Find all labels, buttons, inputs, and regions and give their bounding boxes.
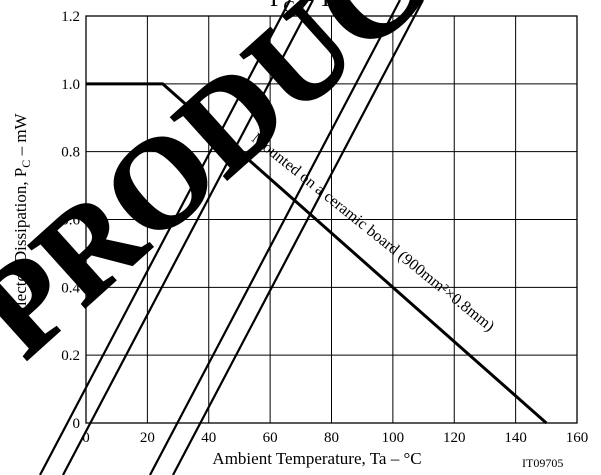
grid xyxy=(85,15,578,424)
title-rest: – Ta xyxy=(295,0,343,12)
x-tick-label: 60 xyxy=(263,430,278,446)
x-tick-labels: 0 20 40 60 80 100 120 140 160 xyxy=(82,430,588,446)
ylabel-subscript: C xyxy=(19,160,33,168)
x-tick-label: 40 xyxy=(201,430,216,446)
x-tick-label: 100 xyxy=(382,430,405,446)
y-axis-label: Collector Dissipation, PC – mW xyxy=(11,112,33,330)
figure-code: IT09705 xyxy=(522,456,563,470)
y-tick-label: 1.0 xyxy=(61,77,80,93)
y-tick-labels: 0 0.2 0.4 0.6 0.8 1.0 1.2 xyxy=(61,9,80,432)
x-axis-label: Ambient Temperature, Ta – °C xyxy=(212,449,421,468)
x-tick-label: 80 xyxy=(324,430,339,446)
x-tick-label: 140 xyxy=(504,430,527,446)
y-tick-label: 0 xyxy=(73,416,81,432)
y-tick-label: 1.2 xyxy=(61,9,80,25)
x-tick-label: 0 xyxy=(82,430,90,446)
x-tick-label: 20 xyxy=(140,430,155,446)
x-tick-label: 160 xyxy=(566,430,589,446)
x-tick-label: 120 xyxy=(443,430,466,446)
y-tick-label: 0.4 xyxy=(61,280,80,296)
title-main: P xyxy=(270,0,283,12)
ylabel-main: Collector Dissipation, P xyxy=(11,168,30,331)
series-line xyxy=(86,82,548,425)
y-tick-label: 0.8 xyxy=(61,145,80,161)
ylabel-rest: – mW xyxy=(11,112,30,159)
y-tick-label: 0.2 xyxy=(61,348,80,364)
y-tick-label: 0.6 xyxy=(61,213,80,229)
plot-frame xyxy=(85,15,578,424)
title-subscript: C xyxy=(283,0,294,16)
series xyxy=(86,82,548,425)
watermark-strokes xyxy=(39,0,424,475)
chart-title: PC – Ta xyxy=(270,0,342,16)
